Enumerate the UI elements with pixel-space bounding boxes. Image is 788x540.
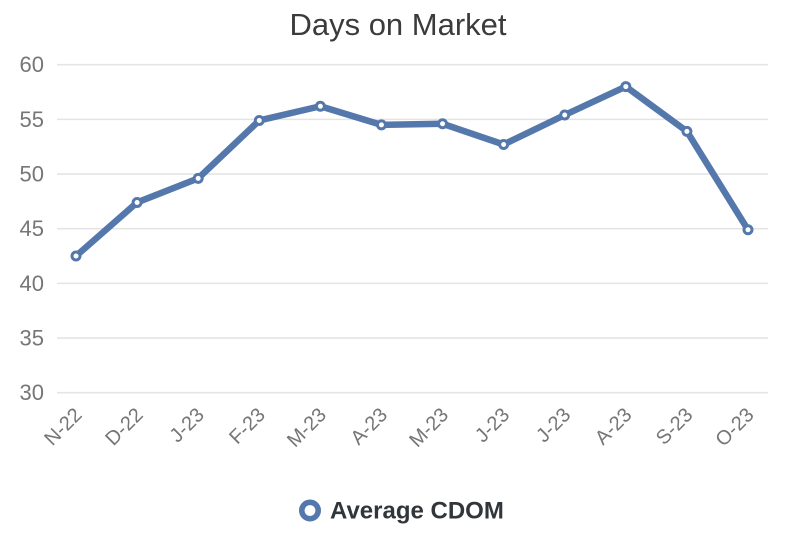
series-polyline	[72, 83, 752, 260]
x-tick-label: O-23	[712, 404, 759, 451]
x-tick-label: M-23	[283, 404, 331, 452]
data-point-marker[interactable]	[620, 81, 632, 93]
legend-series-label[interactable]: Average CDOM	[330, 498, 504, 525]
y-tick-label: 35	[20, 326, 44, 351]
data-point-marker[interactable]	[314, 100, 326, 112]
y-tick-label: 55	[20, 107, 44, 132]
x-tick-label: A-23	[347, 404, 392, 449]
data-point-marker[interactable]	[192, 172, 204, 184]
x-tick-label: S-23	[652, 404, 697, 449]
gridlines	[57, 63, 768, 394]
data-point-marker[interactable]	[498, 139, 510, 151]
x-tick-label: J-23	[471, 404, 514, 447]
data-point-markers	[70, 81, 754, 262]
x-tick-label: D-22	[101, 404, 147, 450]
data-point-marker[interactable]	[131, 196, 143, 208]
legend[interactable]: Average CDOM	[298, 498, 504, 525]
chart-title: Days on Market	[289, 7, 506, 42]
x-axis-labels: N-22 D-22 J-23 F-23 M-23 A-23 M-23 J-23 J-23 A-23…	[40, 404, 758, 452]
data-point-marker[interactable]	[253, 114, 265, 126]
y-axis-labels: 30 35 40 45 50 55 60	[20, 52, 44, 405]
y-tick-label: 40	[20, 271, 44, 296]
x-tick-label: N-22	[40, 404, 86, 450]
data-point-marker[interactable]	[70, 250, 82, 262]
data-point-marker[interactable]	[437, 118, 449, 130]
data-point-marker[interactable]	[559, 109, 571, 121]
x-tick-label: F-23	[225, 404, 270, 449]
x-tick-label: M-23	[405, 404, 453, 452]
data-point-marker[interactable]	[681, 125, 693, 137]
line-series	[72, 83, 752, 260]
y-tick-label: 50	[20, 162, 44, 187]
x-tick-label: A-23	[591, 404, 636, 449]
legend-series-marker-icon[interactable]	[298, 499, 321, 522]
y-tick-label: 45	[20, 216, 44, 241]
data-point-marker[interactable]	[742, 224, 754, 236]
data-point-marker[interactable]	[375, 119, 387, 131]
x-tick-label: J-23	[532, 404, 575, 447]
y-tick-label: 60	[20, 52, 44, 77]
x-tick-label: J-23	[166, 404, 209, 447]
y-tick-label: 30	[20, 380, 44, 405]
